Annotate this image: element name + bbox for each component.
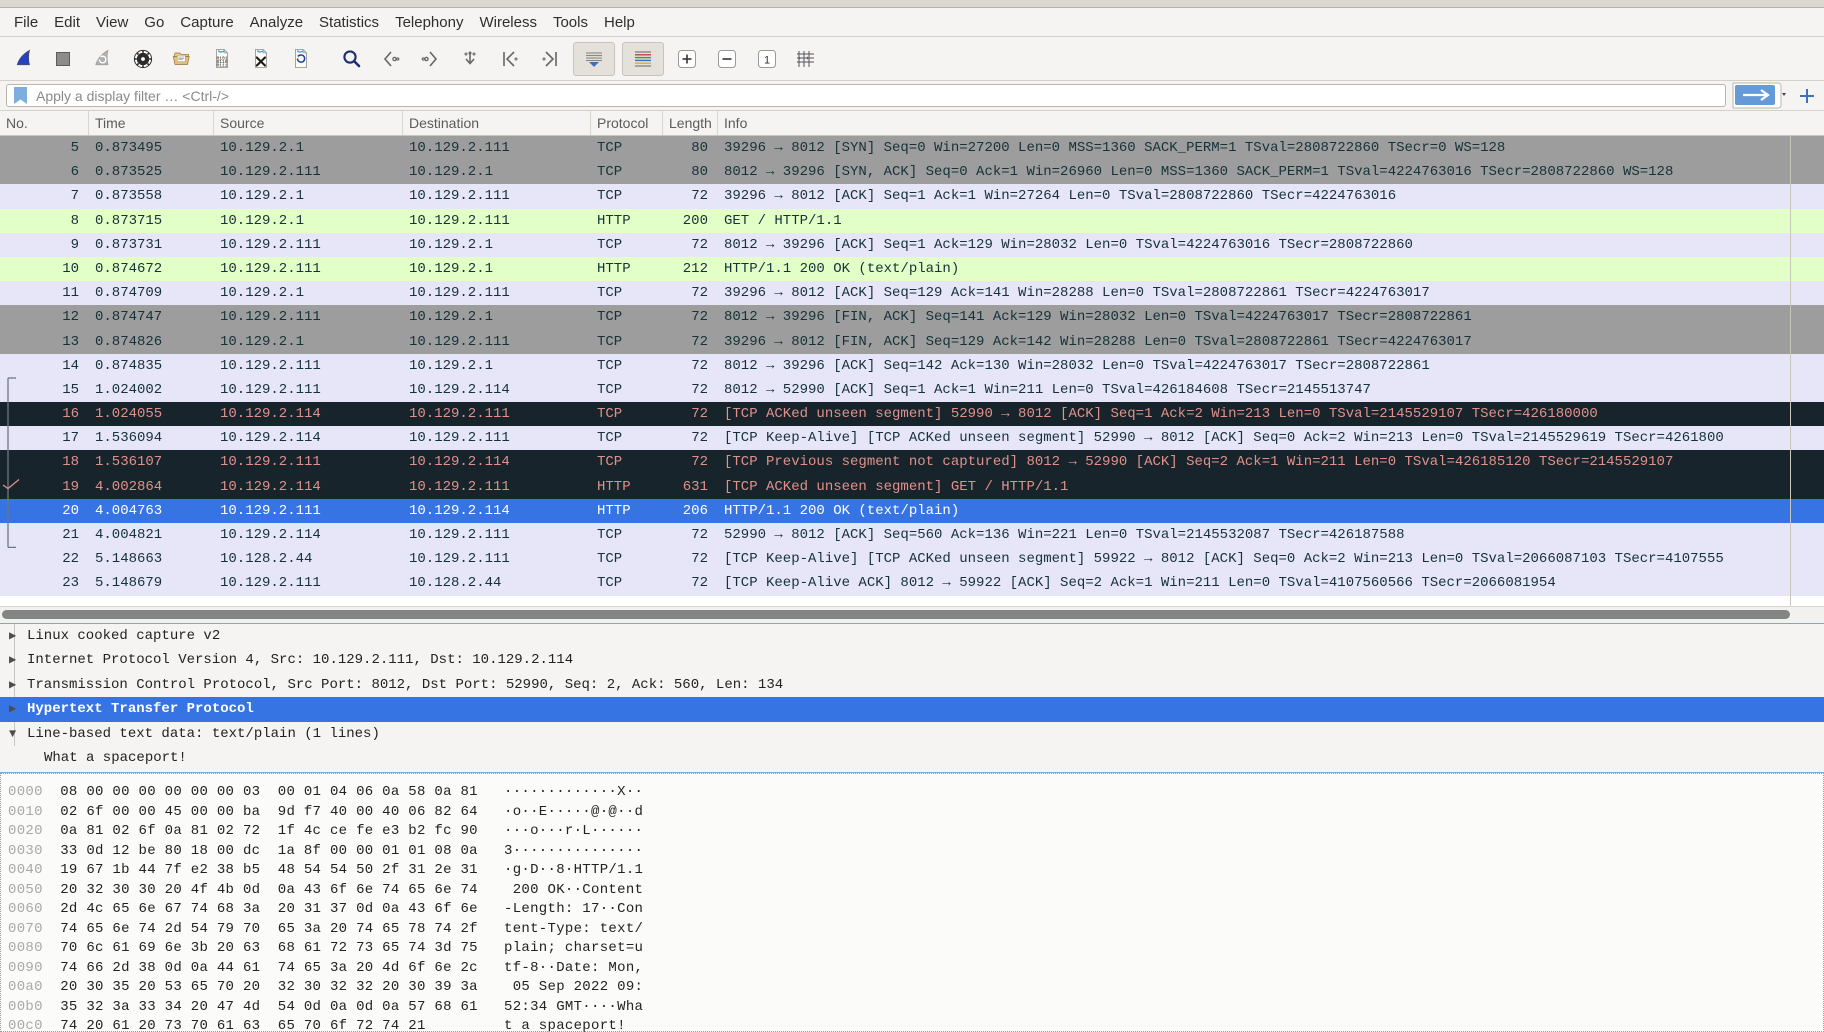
svg-text:0111: 0111 bbox=[216, 62, 227, 68]
svg-text:1: 1 bbox=[764, 54, 770, 66]
